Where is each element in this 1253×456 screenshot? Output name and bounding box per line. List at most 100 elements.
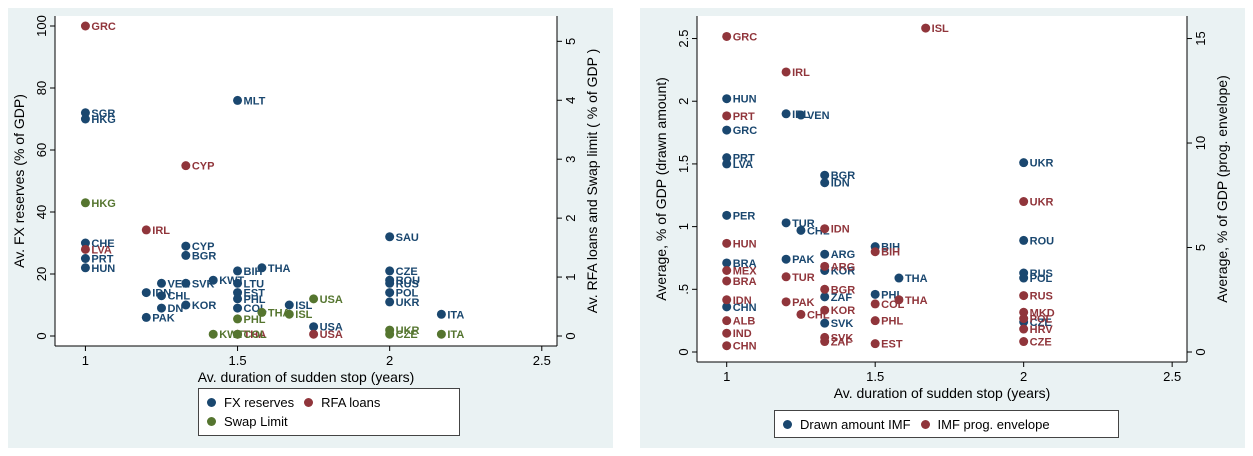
legend-label: FX reserves xyxy=(224,395,295,410)
point-label-ita: ITA xyxy=(447,309,464,321)
point-label-grc: GRC xyxy=(91,21,116,33)
point-est xyxy=(870,339,880,349)
point-svk xyxy=(181,278,191,288)
point-label-tha: THA xyxy=(268,263,291,275)
point-label-svk: SVK xyxy=(831,332,854,344)
point-idn xyxy=(141,288,151,298)
point-bih xyxy=(870,247,880,257)
point-idn xyxy=(722,295,732,305)
point-chl xyxy=(796,225,806,235)
point-label-bih: BIH xyxy=(881,242,900,254)
y-tick-label-right: 0 xyxy=(1193,348,1208,355)
point-ukr xyxy=(385,297,395,307)
point-hkg xyxy=(80,198,90,208)
point-ltu xyxy=(233,278,243,288)
point-pak xyxy=(141,312,151,322)
point-tur xyxy=(781,272,791,282)
point-label-chn: CHN xyxy=(733,302,757,314)
point-label-ita: ITA xyxy=(447,329,464,341)
y-axis-title-right: Average, % of GDP (prog. envelope) xyxy=(1214,75,1230,303)
x-axis-title: Av. duration of sudden stop (years) xyxy=(834,385,1051,401)
y-tick-label-left: 0 xyxy=(34,332,49,339)
y-tick-label-left: 0 xyxy=(676,348,691,355)
point-label-est: EST xyxy=(244,288,266,300)
point-label-usa: USA xyxy=(320,322,343,334)
point-label-ven: VEN xyxy=(807,110,830,122)
point-chn xyxy=(722,341,732,351)
point-label-irl: IRL xyxy=(792,67,810,79)
x-tick-label: 1.5 xyxy=(229,353,247,368)
x-tick-label: 1.5 xyxy=(866,369,884,384)
x-tick-label: 2 xyxy=(1020,369,1027,384)
plot-area xyxy=(55,16,557,346)
point-label-rou: ROU xyxy=(396,275,421,287)
legend-label: Swap Limit xyxy=(224,414,288,429)
point-rus xyxy=(385,278,395,288)
point-hun xyxy=(80,263,90,273)
point-label-grc: GRC xyxy=(733,125,758,137)
point-label-zaf: ZAF xyxy=(831,292,853,304)
point-usa xyxy=(309,329,319,339)
point-tur xyxy=(781,218,791,228)
right-scatter-chart: 1 1.5 2 2.5 0 .5 1 1.5 2 2.5 0 5 10 15 Av. duration of… xyxy=(653,16,1230,401)
point-col xyxy=(233,303,243,313)
point-label-pak: PAK xyxy=(792,297,814,309)
y-tick-label-right: 5 xyxy=(563,38,578,45)
point-hun xyxy=(722,238,732,248)
point-cyp xyxy=(181,161,191,171)
point-pak xyxy=(781,254,791,264)
point-label-usa: USA xyxy=(320,329,343,341)
point-ita xyxy=(436,329,446,339)
legend-label: Drawn amount IMF xyxy=(800,417,911,432)
legend-item-swap-limit: Swap Limit xyxy=(207,414,288,429)
point-grc xyxy=(722,125,732,135)
point-label-hrv: HRV xyxy=(1030,324,1054,336)
right-legend: Drawn amount IMF IMF prog. envelope xyxy=(774,410,1119,438)
point-tha xyxy=(257,263,267,273)
point-label-pol: POL xyxy=(396,288,419,300)
point-label-tha: THA xyxy=(244,329,267,341)
right-chart-panel: 1 1.5 2 2.5 0 .5 1 1.5 2 2.5 0 5 10 15 Av. duration of… xyxy=(640,8,1245,448)
point-label-mex: MEX xyxy=(733,266,758,278)
point-hkg xyxy=(80,114,90,124)
legend-label: RFA loans xyxy=(321,395,381,410)
x-tick-label: 2.5 xyxy=(533,353,551,368)
point-idn xyxy=(820,178,830,188)
point-arg xyxy=(820,261,830,271)
x-tick-label: 2 xyxy=(386,353,393,368)
point-label-isl: ISL xyxy=(932,23,949,35)
point-sgr xyxy=(80,108,90,118)
legend-label: IMF prog. envelope xyxy=(937,417,1050,432)
legend-marker xyxy=(920,420,930,429)
point-mlt xyxy=(233,95,243,105)
point-grc xyxy=(80,21,90,31)
point-irl xyxy=(141,225,151,235)
y-tick-label-right: 15 xyxy=(1193,31,1208,45)
point-col xyxy=(870,299,880,309)
x-axis-title: Av. duration of sudden stop (years) xyxy=(198,369,415,385)
point-bih xyxy=(233,266,243,276)
point-bra xyxy=(722,258,732,268)
point-label-phl: PHL xyxy=(244,314,266,326)
point-chl xyxy=(156,291,166,301)
point-irl xyxy=(781,109,791,119)
y-tick-label-left: 60 xyxy=(34,143,49,157)
y-tick-label-right: 5 xyxy=(1193,244,1208,251)
point-chl xyxy=(796,309,806,319)
y-tick-label-left: 2 xyxy=(676,98,691,105)
y-tick-label-right: 3 xyxy=(563,156,578,163)
point-label-idn: IDN xyxy=(733,295,752,307)
point-cyp xyxy=(181,241,191,251)
point-label-alb: ALB xyxy=(733,316,756,328)
y-tick-label-right: 1 xyxy=(563,273,578,280)
point-prt xyxy=(80,254,90,263)
point-label-cze: CZE xyxy=(396,266,418,278)
point-label-tha: THA xyxy=(905,295,928,307)
point-label-cze: CZE xyxy=(1030,317,1052,329)
point-usa xyxy=(309,322,319,332)
point-tha xyxy=(894,295,904,305)
point-pol xyxy=(385,288,395,298)
legend-marker xyxy=(304,398,314,407)
point-irl xyxy=(781,67,791,77)
